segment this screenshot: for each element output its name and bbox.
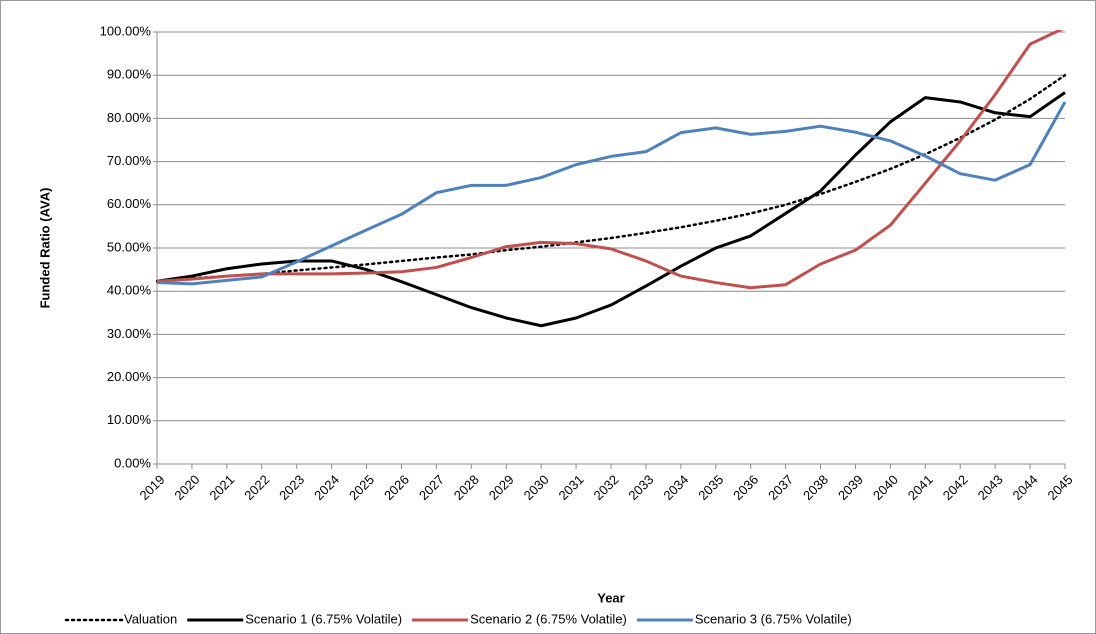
y-tick-label: 10.00% [107, 412, 152, 427]
x-axis-title: Year [597, 590, 624, 605]
y-tick-label: 20.00% [107, 369, 152, 384]
series-line [156, 30, 1064, 290]
y-tick-label: 30.00% [107, 326, 152, 341]
y-tick-label: 60.00% [107, 196, 152, 211]
legend-label: Scenario 3 (6.75% Volatile) [695, 611, 852, 626]
y-tick-label: 100.00% [100, 23, 152, 38]
legend-label: Scenario 2 (6.75% Volatile) [470, 611, 627, 626]
series-line [156, 91, 1066, 328]
series-line [155, 73, 1067, 283]
y-tick-label: 50.00% [107, 239, 152, 254]
y-tick-label: 90.00% [107, 67, 152, 82]
y-tick-label: 70.00% [107, 153, 152, 168]
y-tick-label: 0.00% [114, 455, 151, 470]
y-axis-title: Funded Ratio (AVA) [37, 188, 52, 309]
plot-lines [155, 30, 1067, 328]
y-tick-label: 40.00% [107, 283, 152, 298]
series-line [156, 101, 1067, 286]
legend-label: Valuation [124, 611, 177, 626]
legend-label: Scenario 1 (6.75% Volatile) [245, 611, 402, 626]
y-tick-label: 80.00% [107, 110, 152, 125]
